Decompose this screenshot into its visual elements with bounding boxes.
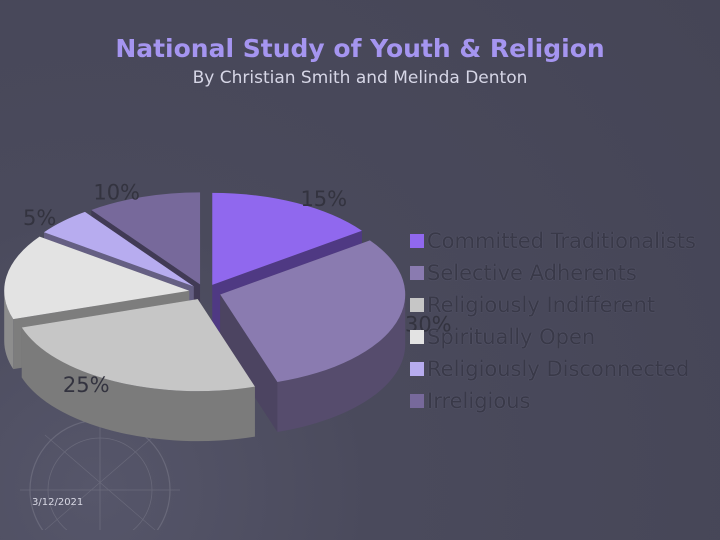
pie-slice-rim bbox=[21, 327, 255, 442]
legend-item: Irreligious bbox=[410, 385, 696, 417]
pie-data-label: 15% bbox=[300, 187, 347, 211]
legend-label: Irreligious bbox=[427, 389, 531, 413]
pie-slice bbox=[4, 236, 190, 320]
legend-swatch bbox=[410, 234, 424, 248]
chart-legend: Committed Traditionalists Selective Adhe… bbox=[410, 225, 696, 417]
pie-slice bbox=[21, 299, 255, 392]
legend-label: Selective Adherents bbox=[427, 261, 637, 285]
legend-label: Committed Traditionalists bbox=[427, 229, 696, 253]
pie-data-label: 25% bbox=[63, 373, 110, 397]
chart-title: National Study of Youth & Religion bbox=[115, 34, 605, 63]
pie-slice bbox=[91, 192, 201, 285]
legend-swatch bbox=[410, 298, 424, 312]
legend-item: Religiously Indifferent bbox=[410, 289, 696, 321]
legend-swatch bbox=[410, 266, 424, 280]
pie-slice-group bbox=[220, 240, 406, 432]
pie-slice bbox=[44, 211, 194, 287]
pie-data-label: 5% bbox=[23, 206, 56, 230]
pie-slice bbox=[220, 240, 406, 382]
legend-swatch bbox=[410, 394, 424, 408]
pie-slice-side bbox=[220, 294, 278, 432]
legend-label: Religiously Disconnected bbox=[427, 357, 690, 381]
legend-swatch bbox=[410, 362, 424, 376]
pie-data-label: 10% bbox=[93, 181, 140, 205]
legend-swatch bbox=[410, 330, 424, 344]
pie-slice-rim bbox=[277, 294, 406, 432]
legend-item: Spiritually Open bbox=[410, 321, 696, 353]
pie-slice-group bbox=[21, 299, 255, 442]
legend-item: Selective Adherents bbox=[410, 257, 696, 289]
pie-slice bbox=[212, 192, 362, 285]
slide-date: 3/12/2021 bbox=[32, 497, 84, 508]
legend-item: Committed Traditionalists bbox=[410, 225, 696, 257]
legend-label: Spiritually Open bbox=[427, 325, 596, 349]
legend-item: Religiously Disconnected bbox=[410, 353, 696, 385]
pie-slice-rim bbox=[4, 290, 14, 370]
chart-subtitle: By Christian Smith and Melinda Denton bbox=[192, 68, 528, 88]
legend-label: Religiously Indifferent bbox=[427, 293, 656, 317]
